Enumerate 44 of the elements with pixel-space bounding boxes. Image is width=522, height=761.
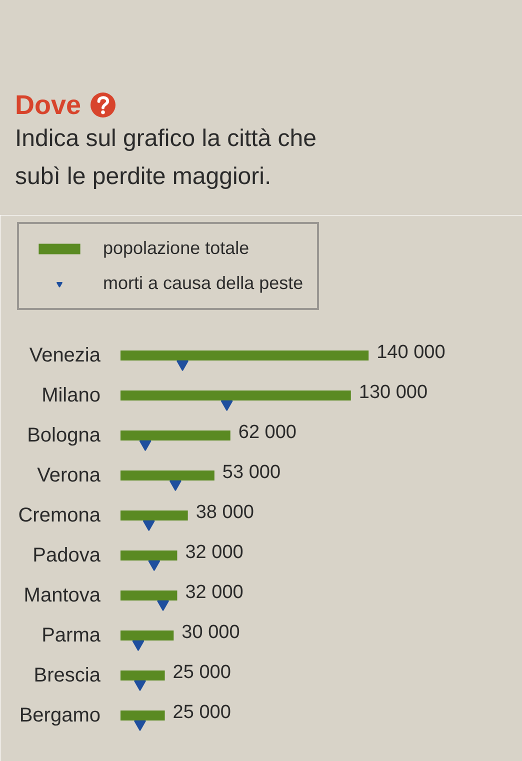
point: [134, 720, 146, 731]
point: [176, 360, 189, 371]
bar: [120, 350, 369, 360]
legend-label: morti a causa della peste: [103, 273, 304, 294]
point: [132, 640, 144, 651]
point: [157, 600, 170, 611]
y-tick-label: Padova: [32, 544, 102, 566]
data-label: 53 000: [222, 462, 281, 483]
data-label: 32 000: [185, 542, 244, 563]
point: [169, 480, 182, 491]
point: [139, 440, 152, 451]
bar: [120, 430, 230, 440]
data-label: 130 000: [358, 382, 428, 403]
y-tick-label: Cremona: [18, 504, 102, 526]
y-tick-label: Mantova: [24, 584, 102, 606]
data-label: 140 000: [376, 342, 446, 363]
data-label: 38 000: [196, 502, 254, 523]
point: [220, 400, 233, 411]
point: [142, 520, 155, 531]
bar: [120, 470, 214, 480]
bar: [120, 590, 178, 600]
y-tick-label: Milano: [42, 384, 101, 406]
y-tick-label: Bologna: [27, 424, 102, 446]
point: [134, 680, 146, 691]
chart-title: Dove: [15, 90, 82, 120]
y-tick-label: Verona: [37, 464, 102, 486]
y-tick-label: Parma: [42, 624, 102, 646]
point: [148, 560, 160, 571]
bar: [120, 670, 165, 680]
data-label: 32 000: [185, 582, 244, 603]
data-label: 62 000: [238, 422, 296, 443]
y-tick-label: Venezia: [29, 344, 102, 366]
legend-label: popolazione totale: [103, 238, 250, 259]
chart-subtitle: Indica sul grafico la città che subì le perdite maggiori.: [15, 124, 318, 192]
y-tick-label: Bergamo: [19, 704, 101, 726]
bar: [120, 710, 165, 720]
data-label: 25 000: [172, 662, 231, 683]
bar: [120, 390, 351, 400]
data-label: 30 000: [182, 622, 240, 643]
y-tick-label: Brescia: [34, 664, 102, 686]
data-label: 25 000: [172, 702, 231, 723]
bar: [120, 550, 178, 560]
bar: [120, 510, 188, 520]
bar: [120, 630, 174, 640]
